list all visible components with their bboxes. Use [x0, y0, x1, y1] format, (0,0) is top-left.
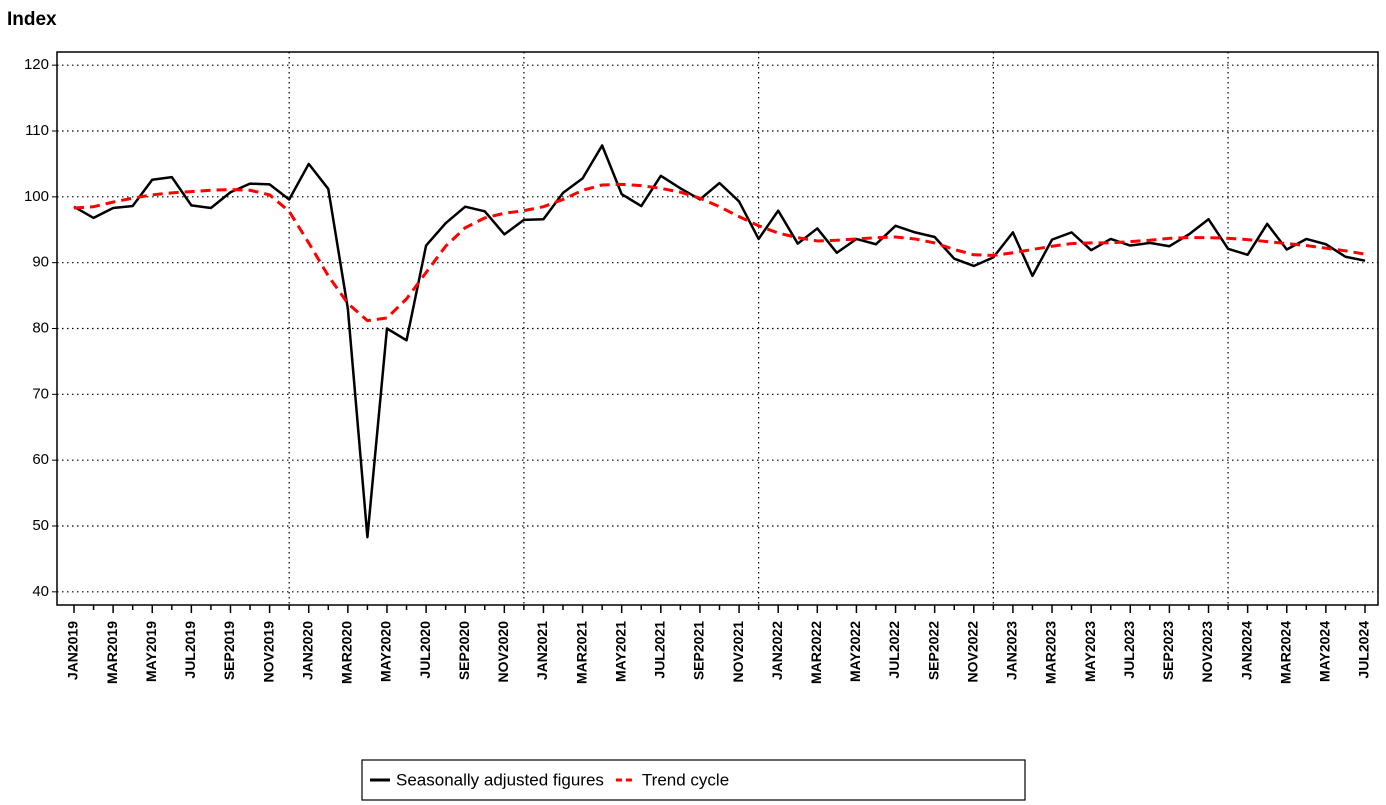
x-tick-label: SEP2023 — [1160, 621, 1176, 680]
x-tick-label: JUL2019 — [182, 621, 198, 679]
plot-frame — [56, 51, 1379, 606]
x-tick-label: MAR2019 — [104, 621, 120, 684]
series-line — [73, 144, 1366, 539]
x-tick-label: NOV2019 — [260, 621, 276, 683]
x-tick-label: NOV2020 — [495, 621, 511, 683]
x-tick-label: MAR2024 — [1277, 621, 1293, 684]
legend: Seasonally adjusted figures Trend cycle — [361, 759, 1026, 801]
x-tick-label: JAN2020 — [299, 621, 315, 680]
x-tick-label: SEP2020 — [456, 621, 472, 680]
x-tick-label: MAY2021 — [612, 621, 628, 682]
y-tick-label: 90 — [32, 254, 49, 271]
x-tick-label: NOV2022 — [964, 621, 980, 683]
x-tick-label: JUL2020 — [417, 621, 433, 679]
x-tick-label: JAN2022 — [769, 621, 785, 680]
y-tick-label: 120 — [24, 56, 49, 73]
x-tick-label: JUL2021 — [652, 621, 668, 679]
y-tick-label: 50 — [32, 517, 49, 534]
x-tick-label: SEP2021 — [691, 621, 707, 680]
series-line — [73, 182, 1366, 323]
x-tick-label: JAN2024 — [1238, 621, 1254, 680]
y-tick-label: 80 — [32, 319, 49, 336]
x-tick-label: JUL2023 — [1121, 621, 1137, 679]
x-tick-label: MAY2020 — [378, 621, 394, 682]
x-tick-label: MAR2021 — [573, 621, 589, 684]
legend-box — [361, 759, 1026, 801]
y-tick-label: 100 — [24, 188, 49, 205]
legend-label: Trend cycle — [642, 770, 729, 789]
x-tick-label: NOV2021 — [730, 621, 746, 683]
x-tick-label: MAR2022 — [808, 621, 824, 684]
legend-label: Seasonally adjusted figures — [396, 770, 604, 789]
x-tick-label: JAN2023 — [1004, 621, 1020, 680]
x-tick-label: MAR2023 — [1043, 621, 1059, 684]
x-tick-label: MAY2022 — [847, 621, 863, 682]
x-tick-label: MAY2023 — [1082, 621, 1098, 682]
y-tick-label: 70 — [32, 385, 49, 402]
x-tick-label: JUL2022 — [886, 621, 902, 679]
y-tick-label: 40 — [32, 583, 49, 600]
x-tick-label: SEP2019 — [221, 621, 237, 680]
x-tick-label: JAN2021 — [534, 621, 550, 680]
x-tick-label: NOV2023 — [1199, 621, 1215, 683]
y-tick-label: 60 — [32, 451, 49, 468]
x-tick-label: MAY2019 — [143, 621, 159, 682]
x-tick-label: JUL2024 — [1356, 621, 1372, 679]
x-tick-label: MAY2024 — [1317, 621, 1333, 682]
x-tick-label: SEP2022 — [925, 621, 941, 680]
x-tick-label: MAR2020 — [339, 621, 355, 684]
chart-title: Index — [7, 9, 57, 30]
x-tick-label: JAN2019 — [65, 621, 81, 680]
y-tick-label: 110 — [25, 122, 49, 139]
